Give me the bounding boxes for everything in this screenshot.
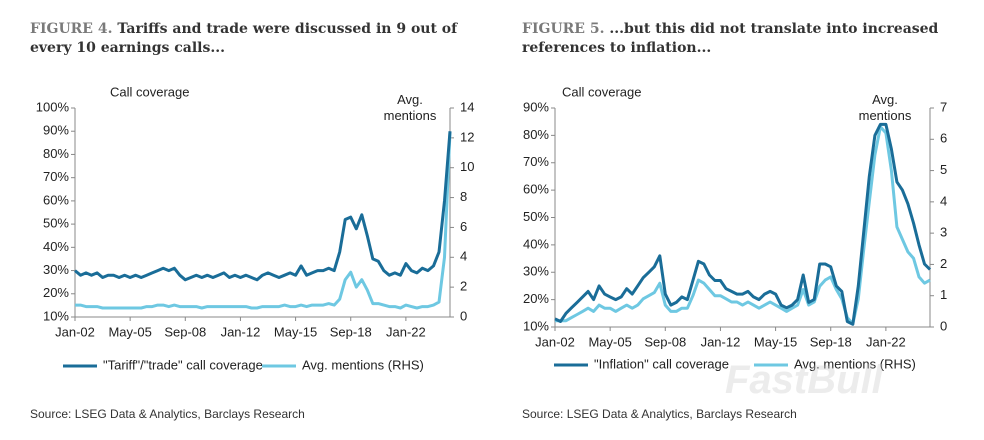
x-tick-label: Jan-02 — [535, 334, 575, 349]
y-tick-label: 40% — [43, 239, 69, 254]
x-tick-label: Sep-18 — [330, 324, 372, 339]
y-tick-label: 80% — [523, 127, 549, 142]
y-tick-label: 80% — [43, 146, 69, 161]
y-tick-label: 50% — [523, 209, 549, 224]
x-tick-label: Jan-12 — [701, 334, 741, 349]
figure-heading: FIGURE 5. ...but this did not translate … — [522, 20, 962, 58]
y-axis-label: Call coverage — [562, 84, 642, 99]
y2-tick-label: 4 — [940, 193, 947, 208]
figure-heading: FIGURE 4. Tariffs and trade were discuss… — [30, 20, 470, 58]
y2-axis-label: Avg. mentions — [858, 92, 912, 123]
y-tick-label: 60% — [523, 182, 549, 197]
x-tick-label: Jan-22 — [386, 324, 426, 339]
source-note: Source: LSEG Data & Analytics, Barclays … — [522, 407, 797, 421]
y2-tick-label: 14 — [460, 99, 474, 114]
y2-tick-label: 2 — [940, 256, 947, 271]
series-line — [75, 131, 452, 310]
y-tick-label: 70% — [523, 154, 549, 169]
chart: Call coverage 10% 20% 30% 40% 50% 60% 70% 80% 90%… — [523, 84, 947, 371]
y2-tick-label: 8 — [460, 189, 467, 204]
y-tick-label: 10% — [523, 318, 549, 333]
y-tick-label: 90% — [43, 123, 69, 138]
figure: FIGURE 5. ...but this did not translate … — [492, 0, 984, 440]
x-tick-label: Sep-08 — [644, 334, 686, 349]
y-tick-label: 60% — [43, 192, 69, 207]
y-tick-label: 100% — [36, 99, 70, 114]
watermark: FastBull — [725, 358, 883, 402]
series-line — [554, 122, 932, 326]
x-tick-label: May-05 — [108, 324, 151, 339]
series-line — [555, 125, 931, 326]
x-tick-label: May-05 — [588, 334, 631, 349]
y2-axis-label: Avg. mentions — [383, 92, 437, 123]
figure-label: FIGURE 4. — [30, 21, 113, 37]
chart-title: ...but this did not translate into incre… — [522, 21, 939, 56]
y-axis-label: Call coverage — [110, 84, 190, 99]
y2-tick-label: 2 — [460, 279, 467, 294]
y-tick-label: 70% — [43, 169, 69, 184]
y-tick-label: 30% — [43, 262, 69, 277]
y2-tick-label: 1 — [940, 287, 947, 302]
x-tick-label: Jan-12 — [221, 324, 261, 339]
x-tick-label: Jan-22 — [866, 334, 906, 349]
y2-tick-label: 10 — [460, 159, 474, 174]
x-tick-label: May-15 — [274, 324, 317, 339]
legend-label: Avg. mentions (RHS) — [794, 356, 916, 371]
y-tick-label: 20% — [523, 291, 549, 306]
legend-label: Avg. mentions (RHS) — [302, 357, 424, 372]
x-tick-label: Sep-18 — [810, 334, 852, 349]
figure: FIGURE 4. Tariffs and trade were discuss… — [30, 20, 475, 421]
y-tick-label: 30% — [523, 264, 549, 279]
y2-tick-label: 5 — [940, 162, 947, 177]
x-tick-label: Sep-08 — [164, 324, 206, 339]
source-note: Source: LSEG Data & Analytics, Barclays … — [30, 407, 305, 421]
y2-tick-label: 7 — [940, 99, 947, 114]
chart-title: Tariffs and trade were discussed in 9 ou… — [30, 21, 458, 56]
y2-tick-label: 12 — [460, 129, 474, 144]
y-tick-label: 40% — [523, 236, 549, 251]
legend-label: "Inflation" call coverage — [594, 356, 729, 371]
y-tick-label: 10% — [43, 308, 69, 323]
y2-tick-label: 3 — [940, 225, 947, 240]
chart: Call coverage 10% 20% 30% 40% 50% 60% 70% 80% 90%… — [36, 84, 475, 372]
y-tick-label: 50% — [43, 216, 69, 231]
legend-label: "Tariff"/"trade" call coverage — [103, 357, 263, 372]
x-tick-label: May-15 — [754, 334, 797, 349]
y-tick-label: 90% — [523, 99, 549, 114]
series-line — [74, 131, 452, 282]
y2-tick-label: 6 — [940, 131, 947, 146]
y-tick-label: 20% — [43, 285, 69, 300]
x-tick-label: Jan-02 — [55, 324, 95, 339]
y2-tick-label: 0 — [940, 318, 947, 333]
y2-tick-label: 4 — [460, 249, 467, 264]
y2-tick-label: 6 — [460, 219, 467, 234]
figure-label: FIGURE 5. — [522, 21, 605, 37]
y2-tick-label: 0 — [460, 308, 467, 323]
